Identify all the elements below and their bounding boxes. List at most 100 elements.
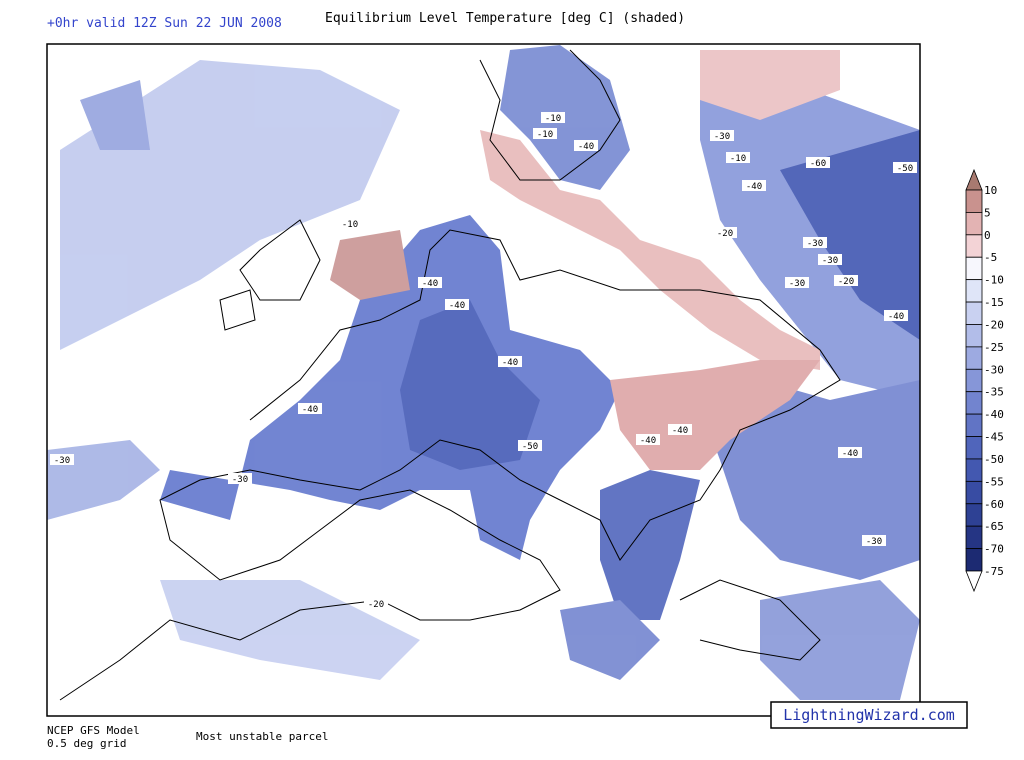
contour-label-bg <box>364 598 388 609</box>
contour-label: -50 <box>897 164 913 174</box>
contour-label: -40 <box>672 426 688 436</box>
colorbar-label: -5 <box>984 251 997 264</box>
valid-time: +0hr valid 12Z Sun 22 JUN 2008 <box>47 16 282 31</box>
contour-label: -40 <box>578 142 594 152</box>
contour-label-bg <box>834 275 858 286</box>
contour-label: -40 <box>888 312 904 322</box>
map-title: Equilibrium Level Temperature [deg C] (s… <box>325 11 685 26</box>
contour-label: -10 <box>730 154 746 164</box>
contour-label-bg <box>742 180 766 191</box>
contour-label-bg <box>710 130 734 141</box>
colorbar-label: -15 <box>984 296 1004 309</box>
contour-label: -30 <box>822 256 838 266</box>
colorbar-box <box>965 480 983 505</box>
colorbar-box <box>965 189 983 213</box>
contour-label-bg <box>541 112 565 123</box>
contour-label: -40 <box>746 182 762 192</box>
contour-label: -40 <box>302 405 318 415</box>
contour-label-bg <box>338 218 362 229</box>
contour-label: -30 <box>789 279 805 289</box>
colorbar-box <box>965 458 983 482</box>
colorbar-label: 10 <box>984 184 997 197</box>
contour-labels: -10 -10 -40 -10 -30 -10 -40 -20 -30 -30 -30 -20 -40 -… <box>50 112 917 610</box>
contour-label: -30 <box>54 456 70 466</box>
colorbar-label: -55 <box>984 475 1004 488</box>
colorbar-box <box>965 525 983 549</box>
contour-label-bg <box>818 254 842 265</box>
contour-label-bg <box>518 440 542 451</box>
contour-label-bg <box>533 128 557 139</box>
colorbar-box <box>965 436 983 460</box>
contour-label: -40 <box>842 449 858 459</box>
contour-label-bg <box>838 447 862 458</box>
colorbar-box <box>965 391 983 415</box>
colorbar-label: -35 <box>984 386 1004 399</box>
colorbar-label: -60 <box>984 498 1004 511</box>
contour-label: -10 <box>545 114 561 124</box>
colorbar-box <box>965 301 983 325</box>
contour-label: -30 <box>866 537 882 547</box>
contour-label-bg <box>636 434 660 445</box>
colorbar-label: 5 <box>984 206 991 219</box>
colorbar-box <box>965 234 983 258</box>
colorbar-box <box>965 324 983 348</box>
contour-label: -30 <box>232 475 248 485</box>
map-area: -10 -10 -40 -10 -30 -10 -40 -20 -30 -30 -30 -20 -40 -… <box>46 43 921 717</box>
colorbar-label: -20 <box>984 318 1004 331</box>
contour-label: -30 <box>714 132 730 142</box>
colorbar-label: -40 <box>984 408 1004 421</box>
contour-label-bg <box>726 152 750 163</box>
contour-label: -40 <box>449 301 465 311</box>
grid-resolution: 0.5 deg grid <box>47 737 126 750</box>
colorbar-label: -65 <box>984 520 1004 533</box>
contour-label-bg <box>298 403 322 414</box>
contour-label: -20 <box>838 277 854 287</box>
colorbar-box <box>965 503 983 527</box>
contour-label-bg <box>713 227 737 238</box>
colorbar-box <box>965 346 983 370</box>
colorbar-box <box>965 256 983 281</box>
colorbar-label: -70 <box>984 543 1004 556</box>
colorbar-box <box>965 413 983 437</box>
contour-label: -30 <box>807 239 823 249</box>
contour-label-bg <box>785 277 809 288</box>
colorbar-box <box>965 368 983 393</box>
contour-label-bg <box>574 140 598 151</box>
colorbar: 10 5 0 -5 -10 -15 -20 -25 -30 -35 -40 -45 -50 -55 -60 -… <box>965 168 1004 593</box>
contour-label: -60 <box>810 159 826 169</box>
colorbar-box <box>965 548 983 572</box>
colorbar-box <box>965 279 983 303</box>
colorbar-under <box>965 570 983 593</box>
colorbar-label: -30 <box>984 363 1004 376</box>
colorbar-label: -50 <box>984 453 1004 466</box>
contour-label: -40 <box>502 358 518 368</box>
credit: LightningWizard.com <box>783 706 955 724</box>
colorbar-label: -10 <box>984 274 1004 287</box>
contour-label-bg <box>498 356 522 367</box>
colorbar-label: 0 <box>984 229 991 242</box>
contour-label-bg <box>418 277 442 288</box>
contour-label: -40 <box>422 279 438 289</box>
colorbar-label: -25 <box>984 341 1004 354</box>
contour-label: -10 <box>342 220 358 230</box>
parcel-type: Most unstable parcel <box>196 730 328 743</box>
contour-label-bg <box>893 162 917 173</box>
contour-label-bg <box>884 310 908 321</box>
contour-label-bg <box>445 299 469 310</box>
contour-label-bg <box>862 535 886 546</box>
credit-box <box>770 701 968 729</box>
contour-label: -20 <box>368 600 384 610</box>
contour-label: -50 <box>522 442 538 452</box>
contour-label: -10 <box>537 130 553 140</box>
contour-label-bg <box>228 473 252 484</box>
contour-label-bg <box>668 424 692 435</box>
colorbar-box <box>965 212 983 236</box>
colorbar-label: -45 <box>984 431 1004 444</box>
contour-label-bg <box>803 237 827 248</box>
colorbar-label: -75 <box>984 565 1004 578</box>
colorbar-over <box>965 168 983 191</box>
contour-label: -40 <box>640 436 656 446</box>
contour-label: -20 <box>717 229 733 239</box>
